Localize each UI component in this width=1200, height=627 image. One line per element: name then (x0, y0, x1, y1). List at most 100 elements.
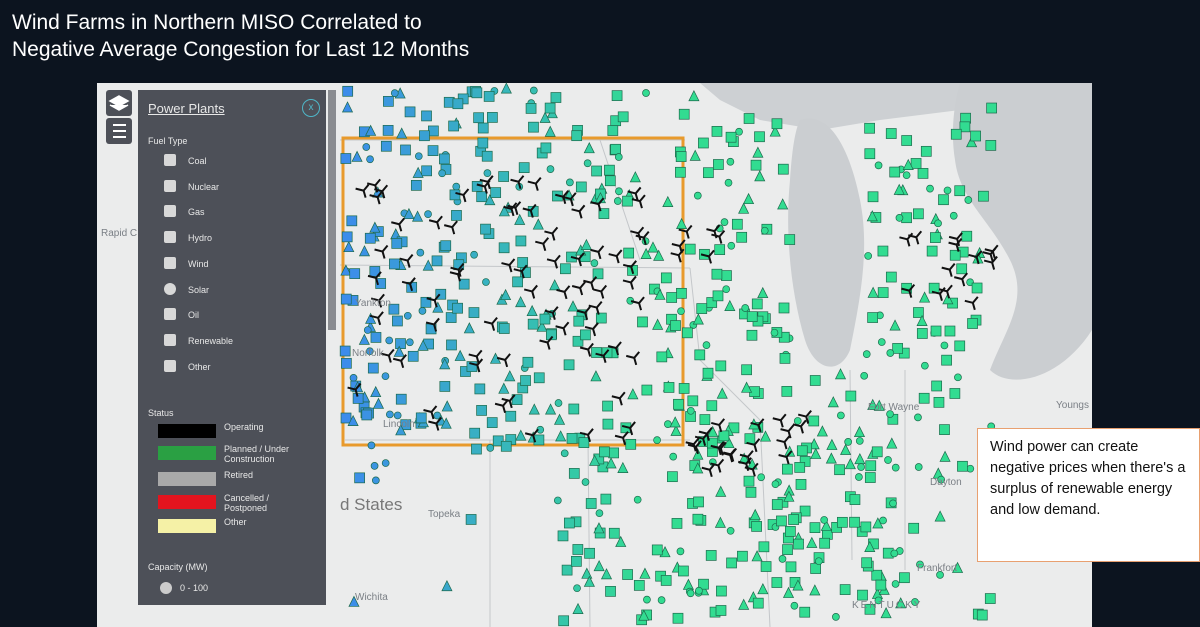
plant-marker[interactable] (393, 411, 402, 420)
plant-marker[interactable] (599, 446, 610, 458)
plant-marker[interactable] (589, 454, 601, 466)
plant-marker[interactable] (886, 410, 894, 418)
plant-marker[interactable] (781, 463, 793, 475)
plant-marker[interactable] (714, 244, 726, 255)
plant-marker[interactable] (654, 288, 666, 300)
plant-marker[interactable] (410, 179, 422, 191)
plant-marker[interactable] (627, 186, 642, 201)
plant-marker[interactable] (510, 175, 525, 190)
plant-marker[interactable] (625, 438, 637, 450)
plant-marker[interactable] (529, 86, 538, 95)
plant-marker[interactable] (918, 392, 930, 404)
plant-marker[interactable] (637, 316, 648, 328)
plant-marker[interactable] (877, 287, 889, 298)
plant-marker[interactable] (395, 393, 407, 405)
plant-marker[interactable] (550, 92, 562, 103)
plant-marker[interactable] (844, 438, 852, 446)
plant-marker[interactable] (385, 336, 394, 345)
plant-marker[interactable] (744, 433, 756, 445)
plant-marker[interactable] (725, 131, 737, 143)
plant-marker[interactable] (454, 349, 466, 361)
plant-marker[interactable] (432, 301, 444, 313)
plant-marker[interactable] (341, 101, 354, 113)
plant-marker[interactable] (696, 303, 708, 314)
plant-marker[interactable] (583, 575, 595, 587)
plant-marker[interactable] (714, 516, 726, 528)
plant-marker[interactable] (614, 153, 623, 161)
plant-marker[interactable] (886, 437, 898, 449)
plant-marker[interactable] (482, 278, 490, 286)
plant-marker[interactable] (584, 322, 599, 337)
plant-marker[interactable] (604, 164, 615, 176)
plant-marker[interactable] (706, 297, 718, 308)
plant-marker[interactable] (563, 359, 575, 371)
plant-marker[interactable] (940, 341, 949, 350)
plant-marker[interactable] (752, 146, 764, 158)
plant-marker[interactable] (689, 149, 701, 161)
plant-marker[interactable] (885, 271, 897, 283)
plant-marker[interactable] (710, 458, 725, 473)
plant-marker[interactable] (936, 571, 944, 579)
plant-marker[interactable] (662, 195, 674, 207)
plant-marker[interactable] (477, 122, 489, 134)
plant-marker[interactable] (566, 433, 578, 444)
plant-marker[interactable] (930, 325, 942, 337)
plant-marker[interactable] (651, 544, 663, 556)
plant-marker[interactable] (788, 514, 799, 525)
plant-marker[interactable] (825, 452, 837, 464)
plant-marker[interactable] (891, 580, 900, 588)
plant-marker[interactable] (750, 418, 765, 433)
plant-marker[interactable] (779, 353, 791, 364)
plant-marker[interactable] (864, 472, 876, 483)
plant-marker[interactable] (568, 403, 580, 415)
plant-marker[interactable] (678, 383, 690, 394)
plant-marker[interactable] (731, 218, 743, 230)
plant-marker[interactable] (566, 178, 574, 187)
plant-marker[interactable] (699, 414, 711, 425)
plant-marker[interactable] (602, 418, 614, 430)
plant-marker[interactable] (673, 398, 684, 410)
plant-marker[interactable] (395, 424, 407, 436)
plant-marker[interactable] (568, 468, 580, 479)
plant-marker[interactable] (370, 332, 382, 343)
plant-marker[interactable] (698, 578, 709, 590)
plant-marker[interactable] (726, 557, 737, 569)
plant-marker[interactable] (490, 187, 502, 198)
plant-marker[interactable] (937, 475, 946, 484)
plant-marker[interactable] (749, 508, 761, 520)
plant-marker[interactable] (641, 384, 653, 396)
plant-marker[interactable] (910, 158, 922, 169)
plant-marker[interactable] (954, 185, 966, 197)
plant-marker[interactable] (889, 319, 901, 331)
plant-marker[interactable] (607, 341, 622, 356)
plant-marker[interactable] (439, 381, 451, 392)
plant-marker[interactable] (385, 410, 394, 419)
plant-marker[interactable] (901, 283, 916, 298)
plant-marker[interactable] (741, 364, 752, 376)
plant-marker[interactable] (544, 125, 556, 137)
plant-marker[interactable] (760, 226, 769, 235)
plant-marker[interactable] (583, 276, 598, 291)
plant-marker[interactable] (837, 516, 848, 528)
plant-marker[interactable] (834, 464, 845, 476)
plant-marker[interactable] (622, 260, 637, 275)
plant-marker[interactable] (605, 457, 617, 469)
plant-marker[interactable] (573, 584, 581, 593)
plant-marker[interactable] (695, 586, 703, 595)
plant-marker[interactable] (363, 326, 372, 334)
plant-marker[interactable] (867, 286, 879, 298)
plant-marker[interactable] (522, 203, 537, 218)
plant-marker[interactable] (754, 170, 766, 182)
plant-marker[interactable] (608, 447, 620, 459)
plant-marker[interactable] (914, 463, 923, 471)
plant-marker[interactable] (515, 429, 527, 441)
plant-marker[interactable] (809, 375, 821, 386)
plant-marker[interactable] (557, 530, 569, 542)
plant-marker[interactable] (560, 449, 569, 458)
plant-marker[interactable] (428, 416, 443, 431)
plant-marker[interactable] (428, 215, 443, 230)
plant-marker[interactable] (820, 516, 829, 524)
plant-marker[interactable] (978, 190, 989, 202)
plant-marker[interactable] (579, 428, 594, 443)
plant-marker[interactable] (523, 284, 538, 299)
